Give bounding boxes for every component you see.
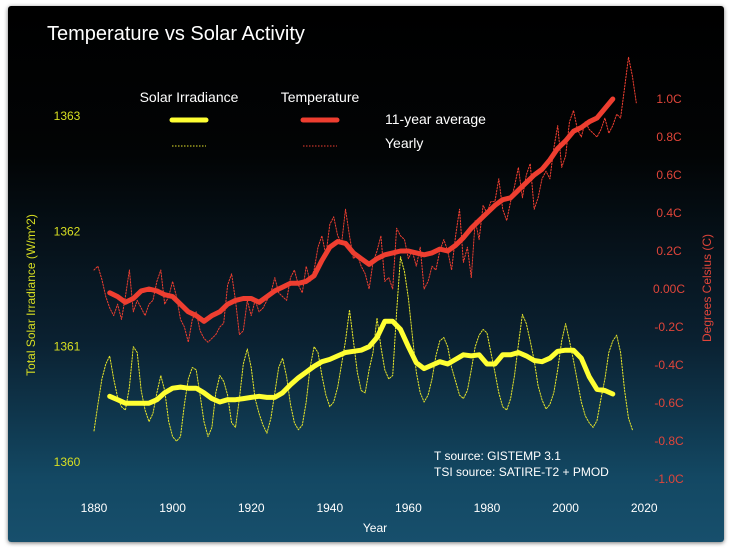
y-right-tick-label: -0.8C (654, 434, 684, 448)
y-right-tick-label: -0.4C (654, 358, 684, 372)
temperature-11yr-average-line (107, 96, 616, 324)
y-right-tick-label: 0.00C (653, 282, 685, 296)
y-right-tick-label: -1.0C (654, 472, 684, 486)
y-right-tick-label: 0.4C (656, 206, 682, 220)
solar-yearly-line (93, 256, 633, 442)
x-tick-label: 1960 (395, 501, 422, 515)
y-left-tick-label: 1360 (54, 455, 81, 469)
y-left-label: Total Solar Irradiance (W/m^2) (24, 214, 38, 376)
axis-ticks: 1880 1900 1920 1940 1960 1980 2000 2020 1360 1361… (54, 92, 686, 515)
chart-frame (8, 6, 724, 542)
legend-row-yearly: Yearly (385, 135, 423, 151)
y-right-tick-label: -0.6C (654, 396, 684, 410)
y-right-tick-label: 0.2C (656, 244, 682, 258)
y-right-tick-label: 1.0C (656, 92, 682, 106)
y-right-tick-label: 0.8C (656, 130, 682, 144)
x-tick-label: 2020 (631, 501, 658, 515)
x-tick-label: 1900 (159, 501, 186, 515)
legend-row-avg: 11-year average (385, 111, 486, 127)
x-tick-label: 1940 (316, 501, 343, 515)
y-right-label: Degrees Celsius (C) (700, 234, 714, 342)
x-tick-label: 1880 (81, 501, 108, 515)
y-right-tick-label: 0.6C (656, 168, 682, 182)
x-tick-label: 1980 (474, 501, 501, 515)
y-left-tick-label: 1361 (54, 340, 81, 354)
x-tick-label: 1920 (238, 501, 265, 515)
chart-title: Temperature vs Solar Activity (47, 23, 305, 45)
legend-solar-header: Solar Irradiance (140, 89, 239, 105)
temperature-yearly-line (93, 56, 637, 343)
x-axis-label: Year (363, 521, 387, 535)
y-right-tick-label: -0.2C (654, 320, 684, 334)
x-tick-label: 2000 (552, 501, 579, 515)
legend-temp-header: Temperature (281, 89, 360, 105)
solar-11yr-average-line (107, 318, 616, 406)
source-solar: TSI source: SATIRE-T2 + PMOD (434, 465, 609, 479)
y-left-tick-label: 1363 (54, 109, 81, 123)
y-left-tick-label: 1362 (54, 224, 81, 238)
series-lines (93, 56, 637, 442)
source-temperature: T source: GISTEMP 3.1 (434, 449, 561, 463)
